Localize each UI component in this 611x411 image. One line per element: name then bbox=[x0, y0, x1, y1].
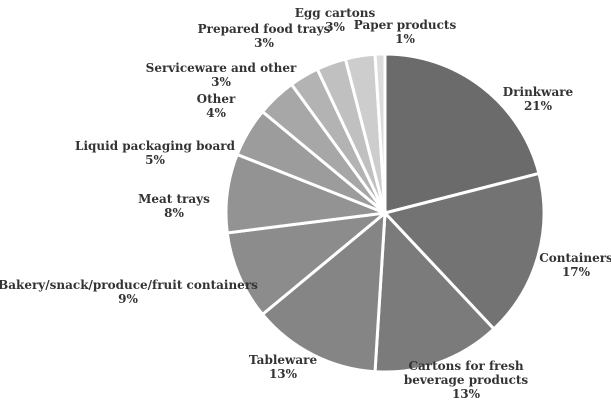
label-paper-products-value: 1% bbox=[395, 32, 415, 46]
label-liquid-packaging: Liquid packaging board 5% bbox=[75, 139, 236, 167]
label-bakery: Bakery/snack/produce/fruit containers 9% bbox=[0, 278, 258, 306]
label-containers: Containers 17% bbox=[539, 251, 611, 279]
label-drinkware-value: 21% bbox=[524, 99, 553, 113]
label-bakery-value: 9% bbox=[118, 292, 138, 306]
pie-slice-tableware bbox=[260, 209, 387, 374]
label-drinkware: Drinkware 21% bbox=[503, 85, 574, 113]
pie-slice-bakery-snack-produce-fruit-containers bbox=[225, 210, 390, 317]
label-serviceware: Serviceware and other 3% bbox=[146, 61, 297, 89]
label-other: Other 4% bbox=[197, 92, 236, 120]
label-tableware-value: 13% bbox=[269, 367, 298, 381]
pie-slice-drinkware bbox=[383, 52, 541, 215]
label-containers-value: 17% bbox=[562, 265, 591, 279]
label-other-value: 4% bbox=[206, 106, 226, 120]
label-cartons-value: 13% bbox=[452, 387, 481, 401]
pie-slice-containers bbox=[382, 171, 546, 332]
label-serviceware-value: 3% bbox=[211, 75, 231, 89]
label-egg-cartons: Egg cartons 3% bbox=[295, 6, 376, 34]
label-paper-products: Paper products 1% bbox=[354, 18, 457, 46]
pie-slices bbox=[224, 52, 546, 374]
label-cartons: Cartons for fresh beverage products 13% bbox=[404, 359, 529, 401]
label-meat-trays: Meat trays 8% bbox=[138, 192, 210, 220]
label-meat-trays-value: 8% bbox=[164, 206, 184, 220]
label-prepared-food-trays: Prepared food trays 3% bbox=[198, 22, 331, 50]
label-liquid-packaging-value: 5% bbox=[145, 153, 165, 167]
pie-labels: Drinkware 21% Containers 17% Cartons for fre… bbox=[0, 6, 611, 401]
pie-slice-cartons-for-fresh-beverage-products bbox=[373, 209, 496, 374]
label-tableware: Tableware 13% bbox=[249, 353, 318, 381]
label-egg-cartons-value: 3% bbox=[325, 20, 345, 34]
label-prepared-food-trays-value: 3% bbox=[254, 36, 274, 50]
pie-slice-paper-products bbox=[373, 52, 387, 214]
